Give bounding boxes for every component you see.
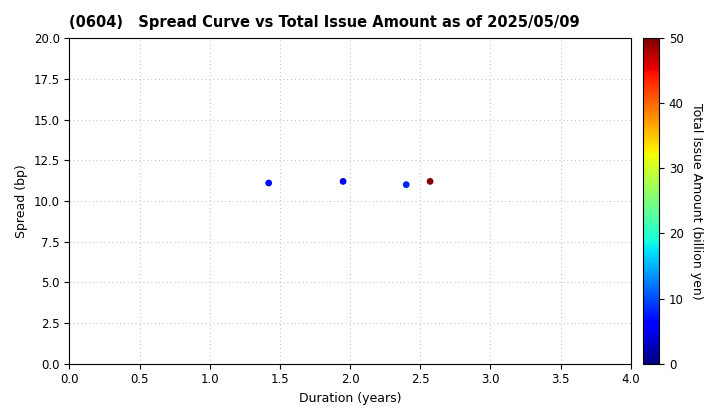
Point <box>400 181 412 188</box>
Point <box>263 180 274 186</box>
Y-axis label: Total Issue Amount (billion yen): Total Issue Amount (billion yen) <box>690 102 703 299</box>
X-axis label: Duration (years): Duration (years) <box>299 392 401 405</box>
Text: (0604)   Spread Curve vs Total Issue Amount as of 2025/05/09: (0604) Spread Curve vs Total Issue Amoun… <box>69 15 580 30</box>
Point <box>337 178 348 185</box>
Point <box>424 178 436 185</box>
Y-axis label: Spread (bp): Spread (bp) <box>15 164 28 238</box>
